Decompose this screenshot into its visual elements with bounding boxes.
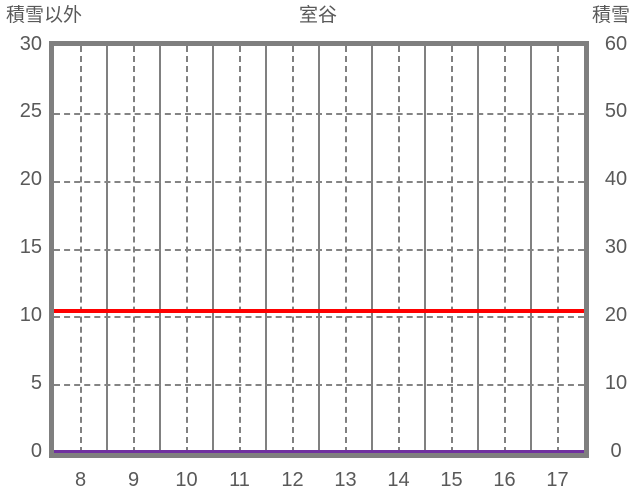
gridline-horizontal-dashed: [54, 180, 584, 183]
gridline-horizontal-dashed: [54, 384, 584, 387]
x-axis-tick-label: 11: [229, 469, 250, 491]
gridline-horizontal-dashed: [54, 112, 584, 115]
left-axis-tick-label: 0: [30, 439, 42, 462]
left-axis-title: 積雪以外: [6, 5, 83, 26]
left-axis-tick-label: 5: [30, 371, 42, 394]
x-axis-tick-label: 8: [74, 469, 87, 491]
right-axis-title: 積雪: [591, 5, 630, 26]
x-axis-tick-label: 14: [387, 469, 410, 491]
baseline-line: [54, 450, 584, 453]
right-axis-tick-label: 60: [604, 32, 628, 55]
x-axis-tick-label: 10: [175, 469, 198, 491]
left-axis-tick-label: 20: [19, 168, 42, 191]
x-axis-tick-label: 13: [334, 469, 357, 491]
left-axis-tick-label: 25: [19, 100, 42, 123]
x-axis-tick-label: 12: [281, 469, 304, 491]
x-axis-tick-label: 15: [440, 469, 463, 491]
left-axis-tick-label: 10: [19, 303, 42, 326]
right-axis-tick-label: 0: [610, 439, 622, 462]
plot-area: [49, 41, 589, 458]
left-axis-tick-label: 30: [19, 32, 42, 55]
x-axis-tick-label: 9: [127, 469, 140, 491]
right-axis-tick-label: 50: [604, 100, 628, 123]
right-axis-tick-label: 30: [604, 236, 628, 258]
gridline-horizontal-dashed: [54, 248, 584, 251]
left-axis-tick-label: 15: [19, 236, 42, 258]
x-axis-tick-label: 17: [546, 469, 569, 491]
x-axis-tick-label: 16: [493, 469, 516, 491]
gridline-horizontal-dashed: [54, 316, 584, 319]
snow-depth-line: [54, 308, 584, 313]
chart-title: 室谷: [298, 5, 337, 26]
right-axis-tick-label: 20: [604, 303, 628, 326]
right-axis-tick-label: 40: [604, 168, 628, 191]
right-axis-tick-label: 10: [604, 371, 628, 394]
